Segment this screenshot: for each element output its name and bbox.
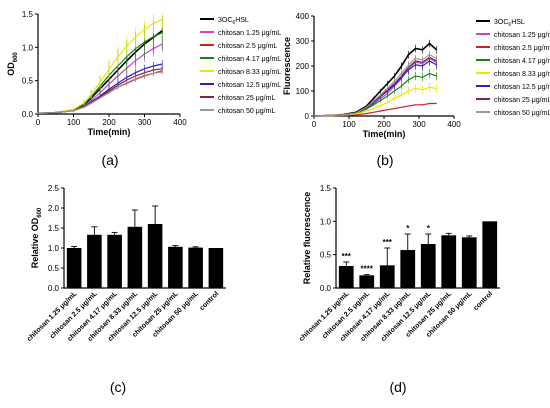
b-x-axis-label: Time(min): [363, 129, 406, 139]
a-legend-entry: chitosan 25 μg/mL: [218, 95, 275, 102]
a-legend-entry: chitosan 50 μg/mL: [218, 108, 275, 115]
d-significance-label: ****: [361, 265, 374, 274]
b-legend-entry: chitosan 50 μg/mL: [494, 110, 550, 117]
b-series-line: [313, 102, 437, 117]
b-legend-entry: chitosan 4.17 μg/mL: [494, 58, 550, 65]
a-x-tick-label: 0: [36, 118, 41, 127]
b-legend-entry: 3OC6HSL: [494, 19, 525, 28]
b-series-chitosan-4-17-g-ml: [313, 69, 437, 117]
panel-b-line-chart: 0 100 200 300 400 0 100 200 300 400 Time(min) Fluor…: [282, 12, 550, 139]
d-significance-label: ***: [383, 238, 393, 247]
b-series-line: [313, 72, 437, 117]
b-series-chitosan-2-5-g-ml: [313, 102, 437, 117]
a-x-tick-label: 200: [102, 118, 116, 127]
b-series-chitosan-50-g-ml: [313, 51, 437, 117]
b-legend-entry: chitosan 2.5 μg/mL: [494, 45, 550, 52]
a-series-chitosan-1-25-g-ml: [37, 36, 163, 114]
c-bar-chitosan-1-25-g-ml: [66, 248, 82, 288]
b-legend-entry: chitosan 25 μg/mL: [494, 97, 550, 104]
c-y-tick-label: 0.0: [48, 284, 60, 293]
c-bar-chitosan-50-g-ml: [188, 247, 203, 288]
b-series-line: [313, 53, 437, 117]
a-y-axis-label: OD600: [6, 52, 19, 76]
d-y-tick-label: 0.5: [320, 251, 332, 260]
a-y-tick-label: 0.5: [22, 77, 34, 86]
d-y-tick-label: 1.0: [320, 217, 332, 226]
d-bar-chitosan-12-5-g-ml: [420, 244, 436, 288]
b-legend-entry: chitosan 12.5 μg/mL: [494, 84, 550, 91]
panel-a-line-chart: 0 100 200 300 400 0.0 0.5 1.0 1.5 Time(min) OD600 3…: [6, 10, 281, 137]
b-legend-entry: chitosan 1.25 μg/mL: [494, 32, 550, 39]
a-y-tick-label: 1.5: [22, 10, 34, 19]
b-series-chitosan-12-5-g-ml: [313, 56, 437, 117]
a-x-tick-label: 400: [173, 118, 187, 127]
b-x-tick-label: 400: [447, 120, 461, 129]
a-legend-entry: chitosan 12.5 μg/mL: [218, 82, 281, 89]
b-y-tick-label: 0: [305, 112, 310, 121]
c-bar-chitosan-4-17-g-ml: [107, 234, 122, 288]
d-bar-chitosan-4-17-g-ml: [379, 265, 395, 288]
d-significance-label: *: [406, 224, 410, 233]
b-y-tick-label: 300: [296, 37, 310, 46]
d-bar-chitosan-2-5-g-ml: [359, 275, 375, 288]
panel-label-c: (c): [110, 379, 126, 395]
c-y-axis-label: Relative OD600: [30, 207, 43, 268]
a-legend-entry: chitosan 2.5 μg/mL: [218, 43, 277, 50]
c-bar-control: [208, 248, 224, 288]
c-y-tick-label: 1.5: [48, 224, 60, 233]
panel-label-a: (a): [101, 152, 118, 168]
c-y-tick-label: 0.5: [48, 264, 60, 273]
a-x-axis-label: Time(min): [88, 127, 131, 137]
b-x-tick-label: 200: [377, 120, 391, 129]
d-significance-label: *: [427, 224, 431, 233]
b-x-tick-label: 300: [412, 120, 426, 129]
c-y-tick-label: 1.0: [48, 244, 60, 253]
d-bar-chitosan-50-g-ml: [461, 237, 477, 288]
a-series-line: [37, 18, 163, 114]
c-bar-chitosan-8-33-g-ml: [127, 226, 143, 288]
a-legend-entry: chitosan 1.25 μg/mL: [218, 30, 281, 37]
d-y-tick-label: 1.5: [320, 184, 332, 193]
c-bar-chitosan-2-5-g-ml: [87, 234, 102, 288]
a-series-line: [37, 71, 163, 114]
a-x-tick-label: 300: [138, 118, 152, 127]
d-bar-chitosan-1-25-g-ml: [338, 266, 354, 288]
a-series-chitosan-8-33-g-ml: [37, 14, 163, 114]
b-y-tick-label: 400: [296, 12, 310, 21]
a-y-tick-label: 0.0: [22, 110, 34, 119]
a-legend-entry: chitosan 4.17 μg/mL: [218, 56, 281, 63]
d-category-label: control: [472, 290, 494, 312]
d-bar-chitosan-25-g-ml: [441, 235, 457, 288]
b-y-tick-label: 200: [296, 62, 310, 71]
c-bar-chitosan-25-g-ml: [168, 246, 183, 288]
b-y-tick-label: 100: [296, 87, 310, 96]
c-y-tick-label: 2.5: [48, 184, 60, 193]
panel-label-b: (b): [376, 152, 393, 168]
a-legend-entry: chitosan 8.33 μg/mL: [218, 69, 281, 76]
d-bar-chitosan-8-33-g-ml: [400, 250, 416, 288]
b-y-axis-label: Fluorescence: [282, 37, 292, 95]
d-y-axis-label: Relative fluorescence: [302, 192, 312, 285]
panel-label-d: (d): [389, 379, 406, 395]
c-y-tick-label: 2.0: [48, 204, 60, 213]
a-legend-entry: 3OC6HSL: [218, 17, 249, 26]
d-y-tick-label: 0.0: [320, 284, 332, 293]
a-series-3oc6hsl: [37, 27, 163, 115]
c-bar-chitosan-12-5-g-ml: [147, 224, 163, 288]
b-legend-entry: chitosan 8.33 μg/mL: [494, 71, 550, 78]
a-series-chitosan-50-g-ml: [37, 69, 163, 114]
a-x-tick-label: 100: [67, 118, 81, 127]
c-category-label: control: [199, 290, 221, 312]
b-x-tick-label: 100: [342, 120, 356, 129]
b-x-tick-label: 0: [312, 120, 317, 129]
a-y-tick-label: 1.0: [22, 43, 34, 52]
d-significance-label: ***: [342, 252, 352, 261]
d-bar-control: [482, 221, 498, 288]
